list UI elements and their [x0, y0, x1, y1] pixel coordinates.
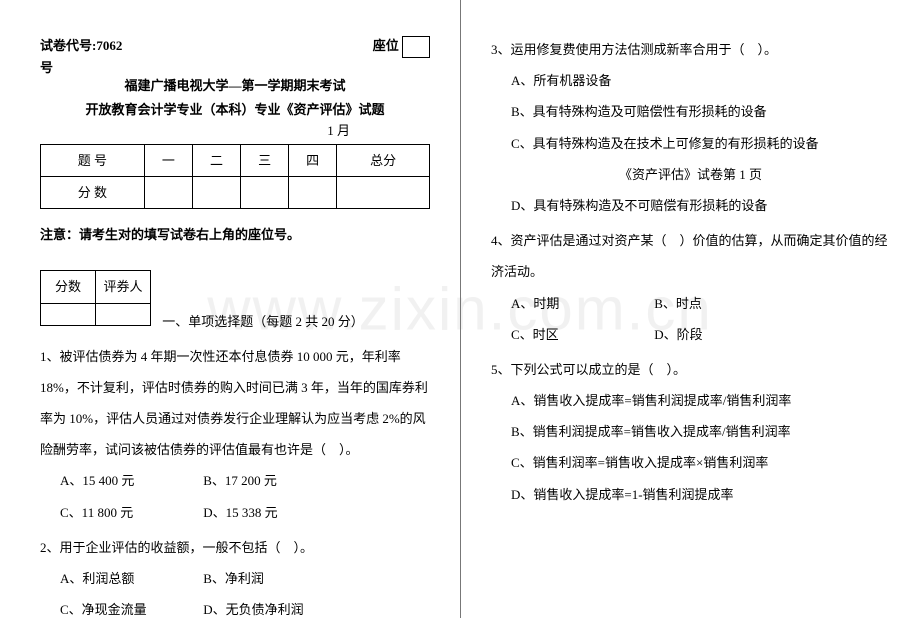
- q5-c: C、销售利润率=销售收入提成率×销售利润率: [511, 447, 890, 478]
- q3-d: D、具有特殊构造及不可赔偿有形损耗的设备: [511, 190, 890, 221]
- score-row-label: 分 数: [41, 176, 145, 208]
- q2-opts: A、利润总额 B、净利润 C、净现金流量 D、无负债净利润: [60, 563, 430, 625]
- q1-c: C、11 800 元: [60, 497, 200, 528]
- marker-1: 评券人: [96, 271, 151, 303]
- q1-opts: A、15 400 元 B、17 200 元 C、11 800 元 D、15 33…: [60, 465, 430, 527]
- q2-a: A、利润总额: [60, 563, 200, 594]
- score-table: 题 号 一 二 三 四 总分 分 数: [40, 144, 430, 209]
- q4-b: B、时点: [654, 288, 794, 319]
- th0: 题 号: [41, 144, 145, 176]
- title2: 开放教育会计学专业（本科）专业《资产评估》试题: [40, 98, 430, 121]
- sc5: [337, 176, 430, 208]
- title1: 福建广播电视大学—第一学期期末考试: [40, 74, 430, 97]
- q2-c: C、净现金流量: [60, 594, 200, 625]
- q1-b: B、17 200 元: [203, 465, 343, 496]
- sc2: [192, 176, 240, 208]
- q4-a: A、时期: [511, 288, 651, 319]
- marker-wrap: 分数 评券人 一、单项选择题（每题 2 共 20 分）: [40, 250, 430, 336]
- right-column: 3、运用修复费使用方法估测成新率合用于（ ）。 A、所有机器设备 B、具有特殊构…: [460, 0, 920, 618]
- th2: 二: [192, 144, 240, 176]
- exam-code: 试卷代号:7062: [40, 30, 122, 61]
- header-line1: 试卷代号:7062 座位: [40, 30, 430, 61]
- month: 1 月: [40, 121, 430, 142]
- marker-0: 分数: [41, 271, 96, 303]
- q1-d: D、15 338 元: [203, 497, 343, 528]
- q5: 5、下列公式可以成立的是（ ）。: [491, 354, 890, 385]
- page-number: 《资产评估》试卷第 1 页: [491, 159, 890, 190]
- marker-b1: [96, 303, 151, 325]
- seat-group: 座位: [373, 30, 430, 61]
- th5: 总分: [337, 144, 430, 176]
- q4-c: C、时区: [511, 319, 651, 350]
- sc4: [289, 176, 337, 208]
- note: 注意：请考生对的填写试卷右上角的座位号。: [40, 219, 430, 250]
- th4: 四: [289, 144, 337, 176]
- seat-label: 座位: [373, 38, 399, 53]
- q2-b: B、净利润: [203, 563, 343, 594]
- q3-b: B、具有特殊构造及可赔偿性有形损耗的设备: [511, 96, 890, 127]
- q1: 1、被评估债券为 4 年期一次性还本付息债券 10 000 元，年利率18%，不…: [40, 341, 430, 466]
- section1-title: 一、单项选择题（每题 2 共 20 分）: [162, 306, 364, 337]
- q5-b: B、销售利润提成率=销售收入提成率/销售利润率: [511, 416, 890, 447]
- q3-c: C、具有特殊构造及在技术上可修复的有形损耗的设备: [511, 128, 890, 159]
- q3-a: A、所有机器设备: [511, 65, 890, 96]
- score-header-row: 题 号 一 二 三 四 总分: [41, 144, 430, 176]
- q4: 4、资产评估是通过对资产某（ ）价值的估算，从而确定其价值的经济活动。: [491, 225, 890, 287]
- q4-opts: A、时期 B、时点 C、时区 D、阶段: [511, 288, 890, 350]
- q3: 3、运用修复费使用方法估测成新率合用于（ ）。: [491, 34, 890, 65]
- sc1: [144, 176, 192, 208]
- exam-paper: 试卷代号:7062 座位 号 福建广播电视大学—第一学期期末考试 开放教育会计学…: [0, 0, 920, 618]
- q5-a: A、销售收入提成率=销售利润提成率/销售利润率: [511, 385, 890, 416]
- marker-b0: [41, 303, 96, 325]
- left-column: 试卷代号:7062 座位 号 福建广播电视大学—第一学期期末考试 开放教育会计学…: [0, 0, 460, 618]
- q1-a: A、15 400 元: [60, 465, 200, 496]
- q4-d: D、阶段: [654, 319, 794, 350]
- q2: 2、用于企业评估的收益额，一般不包括（ ）。: [40, 532, 430, 563]
- score-value-row: 分 数: [41, 176, 430, 208]
- q2-d: D、无负债净利润: [203, 594, 343, 625]
- seat-box: [402, 36, 430, 58]
- marker-table: 分数 评券人: [40, 270, 151, 325]
- sc3: [241, 176, 289, 208]
- th1: 一: [144, 144, 192, 176]
- q5-d: D、销售收入提成率=1-销售利润提成率: [511, 479, 890, 510]
- th3: 三: [241, 144, 289, 176]
- hao: 号: [40, 61, 430, 74]
